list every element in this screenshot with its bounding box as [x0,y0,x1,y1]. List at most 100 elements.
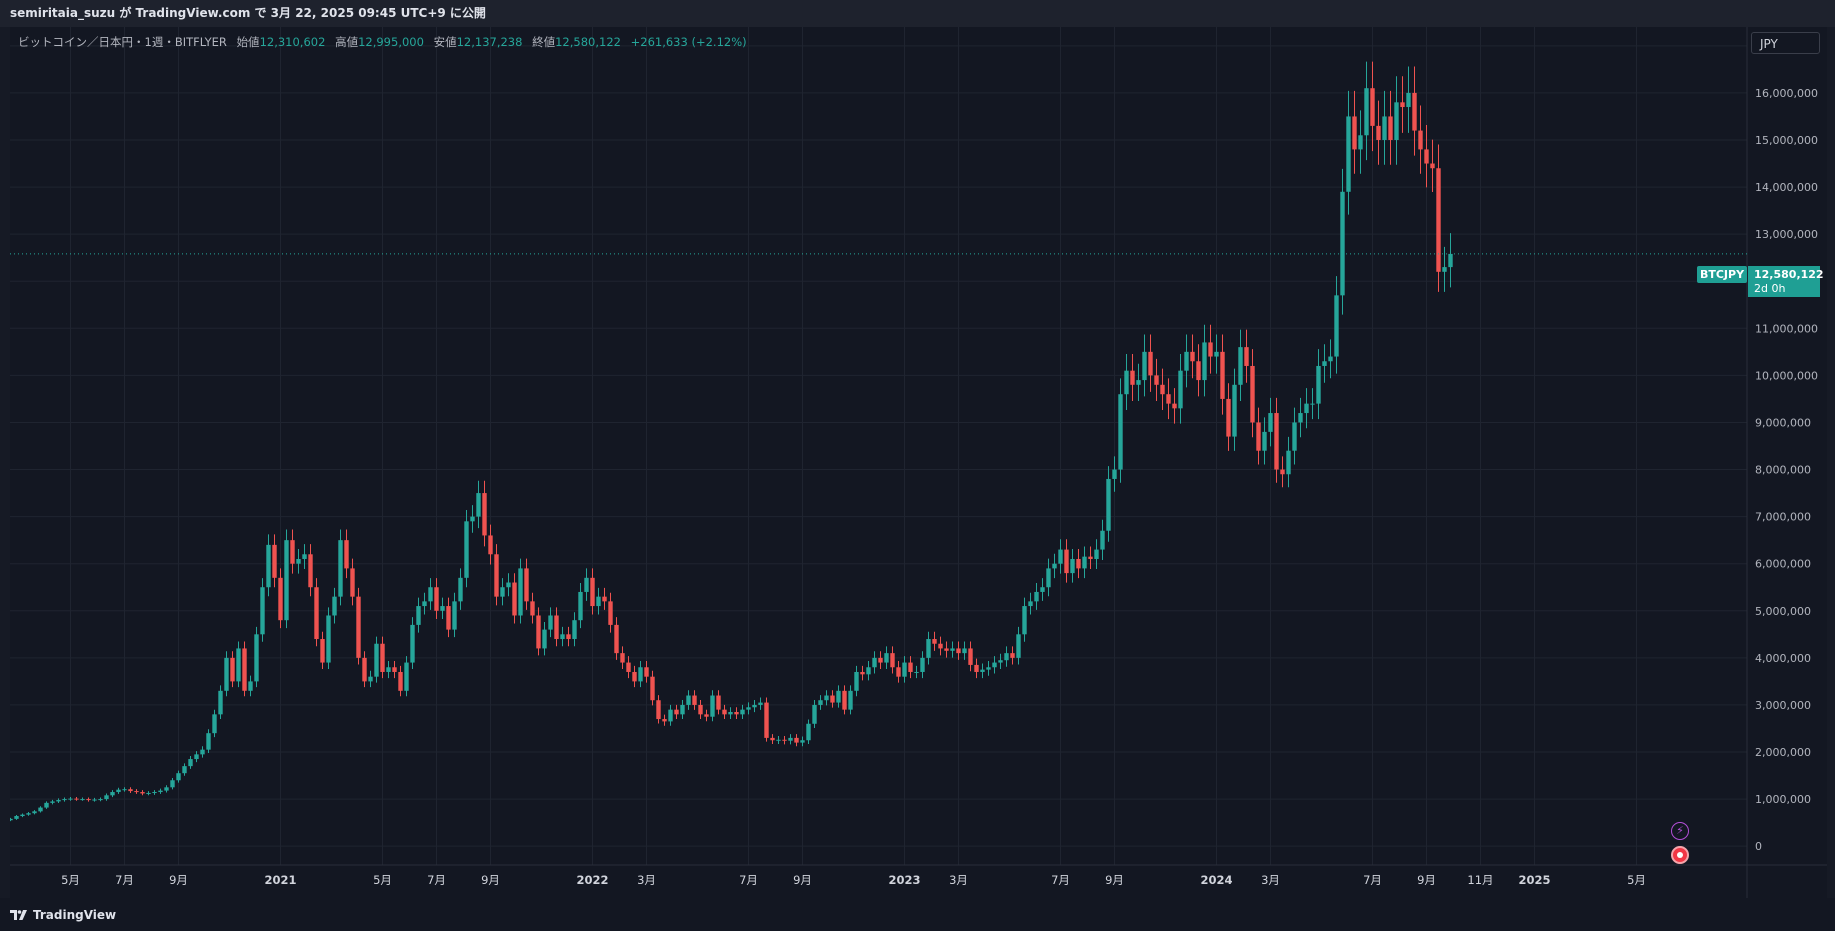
candle-body [800,740,805,743]
last-price: 12,580,122 [1754,268,1824,281]
candle-body [698,704,703,715]
candle-body [1016,634,1021,658]
candle-body [38,807,43,812]
candle-body [98,799,103,801]
candle-body [1262,431,1267,451]
candle-body [818,700,823,705]
candle-body [290,540,295,564]
candle-body [914,671,919,673]
candle-body [206,733,211,750]
tradingview-logo[interactable]: TradingView [10,908,116,922]
candle-body [896,667,901,677]
candle-body [1322,361,1327,366]
candle-body [374,643,379,677]
candle-body [416,606,421,625]
candle-body [920,657,925,672]
candle-body [512,582,517,616]
candle-body [956,648,961,654]
candle-body [362,657,367,682]
candle-body [1442,267,1447,272]
candle-body [284,540,289,621]
candle-body [590,577,595,607]
y-tick-label: 7,000,000 [1755,511,1811,524]
x-tick-label: 7月 [1363,873,1382,887]
candle-body [278,577,283,621]
candle-body [464,521,469,578]
candle-body [314,587,319,640]
candle-body [854,671,859,691]
candle-body [266,544,271,588]
candle-body [308,554,313,588]
y-tick-label: 6,000,000 [1755,558,1811,571]
candle-body [140,792,145,794]
x-tick-label: 11月 [1467,873,1493,887]
candle-body [638,667,643,682]
candle-body [212,714,217,734]
candle-body [1250,365,1255,423]
candle-body [50,801,55,803]
candle-body [554,615,559,640]
candle-body [1304,403,1309,414]
high-label: 高値 [335,35,359,49]
candle-body [836,690,841,703]
candle-body [608,601,613,625]
last-price-tag: 12,580,122 2d 0h [1748,266,1824,297]
candle-body [686,695,691,705]
candle-body [986,667,991,670]
high-value: 12,995,000 [358,35,424,49]
candle-body [794,737,799,743]
candle-body [146,792,151,794]
candle-body [356,596,361,658]
candle-body [428,587,433,602]
currency-button[interactable]: JPY [1751,32,1820,54]
flash-icon[interactable]: ⚡ [1671,822,1689,840]
candlestick-chart[interactable]: 0 1,000,000 2,000,000 3,000,000 4,000,000 5,0… [10,27,1827,898]
candle-body [1220,351,1225,399]
y-tick-label: 15,000,000 [1755,134,1818,147]
candle-body [998,660,1003,663]
chart-background [10,27,1827,898]
x-tick-label: 9月 [1417,873,1436,887]
y-tick-label: 2,000,000 [1755,746,1811,759]
candle-body [1172,403,1177,409]
candle-body [656,700,661,720]
candle-body [1040,587,1045,592]
record-icon[interactable] [1671,846,1689,864]
candle-body [152,792,157,794]
candle-body [890,653,895,668]
candle-body [782,739,787,741]
candle-body [1286,450,1291,475]
candle-body [164,787,169,791]
candle-body [1418,130,1423,150]
candle-body [458,577,463,602]
candle-body [1004,653,1009,661]
x-tick-label: 3月 [637,873,656,887]
publish-line: semiritaia_suzu が TradingView.com で 3月 2… [10,6,486,20]
candle-body [722,709,727,715]
candle-body [788,737,793,741]
candle-body [422,601,427,607]
candle-body [962,648,967,654]
candle-body [1400,102,1405,108]
candle-body [1124,370,1129,395]
candle-body [824,695,829,701]
candle-body [860,671,865,675]
candle-body [344,540,349,569]
candle-body [1412,92,1417,131]
candle-body [830,695,835,703]
x-tick-label: 3月 [1261,873,1280,887]
candle-body [944,648,949,651]
candle-body [740,709,745,715]
candle-body [1058,549,1063,564]
candle-body [1394,102,1399,140]
candle-body [650,676,655,701]
candle-body [14,816,19,819]
candle-body [1382,116,1387,140]
candle-body [692,695,697,705]
y-tick-label: 3,000,000 [1755,699,1811,712]
candle-body [404,662,409,691]
x-tick-label: 7月 [115,873,134,887]
candle-body [734,711,739,715]
candle-body [32,811,37,814]
candle-body [44,802,49,808]
